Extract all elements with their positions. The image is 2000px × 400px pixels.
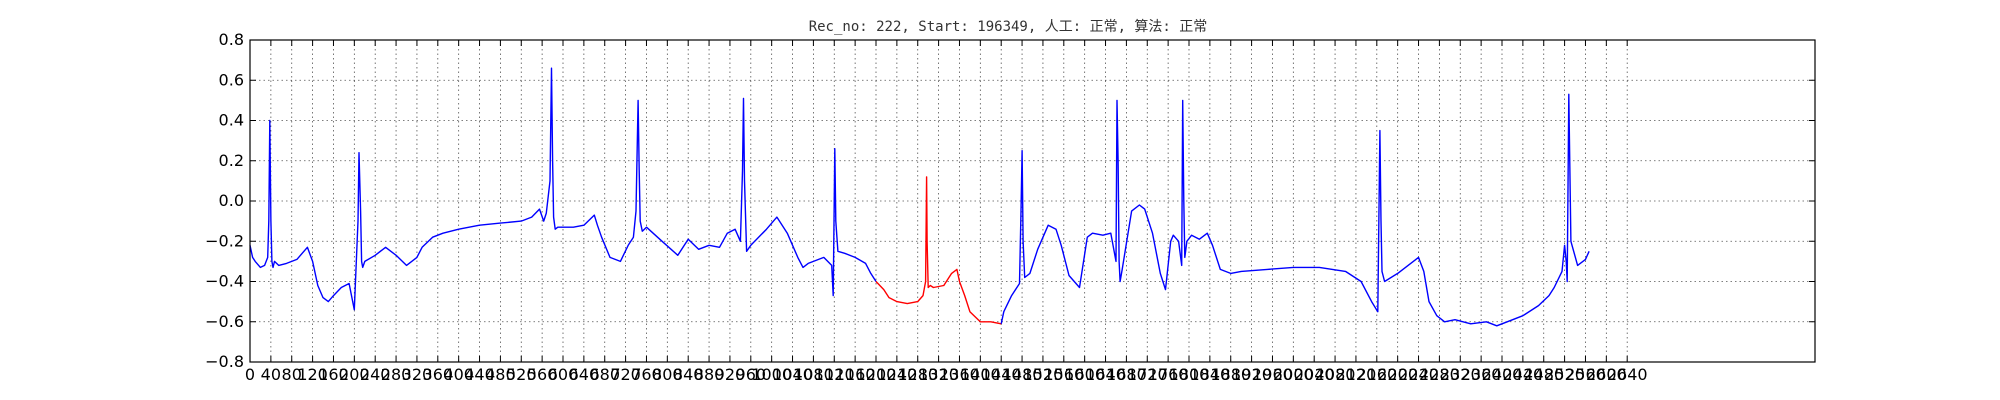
y-tick-label: −0.2 [205,231,244,250]
x-tick-label: 40 [261,365,281,384]
series-line-2 [875,176,1002,325]
x-tick-label: 200 [339,365,370,384]
x-tick-label: 560 [527,365,558,384]
x-tick-label: 520 [506,365,537,384]
x-tick-label: 160 [318,365,349,384]
y-tick-label: 0.8 [219,30,244,49]
x-tick-label: 1560 [1043,365,1084,384]
x-tick-label: 1920 [1231,365,1272,384]
x-tick-label: 1520 [1023,365,1064,384]
series-line-3 [1000,93,1590,327]
x-tick-label: 2040 [1294,365,1335,384]
x-tick-label: 1240 [877,365,918,384]
x-tick-label: 2600 [1586,365,1627,384]
y-tick-label: 0.4 [219,111,244,130]
x-tick-label: 680 [589,365,620,384]
x-tick-label: 1600 [1064,365,1105,384]
x-tick-label: 280 [381,365,412,384]
x-tick-label: 1720 [1127,365,1168,384]
x-tick-label: 360 [423,365,454,384]
x-tick-label: 880 [694,365,725,384]
y-tick-label: 0.2 [219,151,244,170]
x-tick-label: 960 [736,365,767,384]
y-tick-label: 0.6 [219,70,244,89]
x-tick-label: 2440 [1503,365,1544,384]
y-tick-label: −0.8 [205,352,244,371]
grid-lines [250,40,1815,362]
x-tick-label: 1480 [1002,365,1043,384]
x-tick-label: 1880 [1210,365,1251,384]
x-tick-label: 1080 [793,365,834,384]
x-tick-label: 2320 [1440,365,1481,384]
x-tick-label: 2120 [1336,365,1377,384]
x-tick-label: 2640 [1607,365,1648,384]
x-tick-label: 480 [485,365,516,384]
x-tick-label: 840 [673,365,704,384]
x-axis-tick-labels: 0 40 8012016020024028032036040044048052056… [245,365,1648,384]
x-tick-label: 2000 [1273,365,1314,384]
x-tick-label: 1840 [1190,365,1231,384]
x-tick-label: 1680 [1106,365,1147,384]
y-tick-label: 0.0 [219,191,244,210]
x-tick-label: 0 [245,365,255,384]
x-tick-label: 2080 [1315,365,1356,384]
x-tick-label: 240 [360,365,391,384]
x-tick-label: 2400 [1482,365,1523,384]
x-tick-label: 760 [631,365,662,384]
x-tick-label: 1760 [1148,365,1189,384]
x-tick-label: 800 [652,365,683,384]
x-tick-label: 1160 [835,365,876,384]
chart-title: Rec_no: 222, Start: 196349, 人工: 正常, 算法: … [809,19,1208,35]
x-tick-label: 1440 [981,365,1022,384]
x-tick-label: 2560 [1565,365,1606,384]
x-tick-label: 1400 [960,365,1001,384]
x-tick-label: 1120 [814,365,855,384]
x-tick-label: 2280 [1419,365,1460,384]
x-tick-label: 2240 [1398,365,1439,384]
x-tick-label: 400 [443,365,474,384]
x-tick-label: 1200 [856,365,897,384]
axis-ticks [249,39,1815,363]
x-tick-label: 1000 [751,365,792,384]
series-line-1 [249,67,877,311]
x-tick-label: 1640 [1085,365,1126,384]
x-tick-label: 2200 [1377,365,1418,384]
x-tick-label: 2160 [1356,365,1397,384]
x-tick-label: 920 [715,365,746,384]
x-tick-label: 440 [464,365,495,384]
x-tick-label: 1360 [939,365,980,384]
y-tick-label: −0.6 [205,312,244,331]
x-tick-label: 1960 [1252,365,1293,384]
x-tick-label: 120 [297,365,328,384]
y-axis-tick-labels: −0.8 −0.6 −0.4 −0.2 0.0 0.2 0.4 0.6 0.8 [205,30,244,371]
x-tick-label: 2480 [1523,365,1564,384]
x-tick-label: 1280 [897,365,938,384]
x-tick-label: 600 [548,365,579,384]
x-tick-label: 320 [402,365,433,384]
x-tick-label: 1800 [1169,365,1210,384]
x-tick-label: 80 [282,365,302,384]
x-tick-label: 720 [610,365,641,384]
y-tick-label: −0.4 [205,272,244,291]
x-tick-label: 640 [569,365,600,384]
x-tick-label: 2520 [1544,365,1585,384]
series-layer [249,67,1590,327]
x-tick-label: 1040 [772,365,813,384]
x-tick-label: 2360 [1461,365,1502,384]
x-tick-label: 1320 [918,365,959,384]
